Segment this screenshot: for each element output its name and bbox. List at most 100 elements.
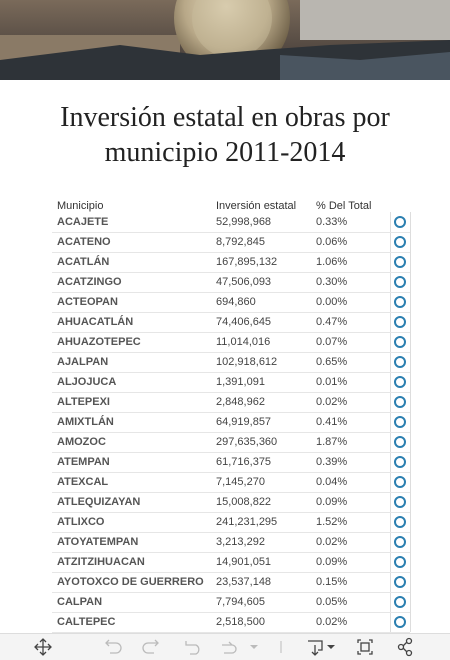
- percent-cell: 1.87%: [316, 436, 348, 448]
- select-marker[interactable]: [394, 496, 406, 508]
- table-row: AMIXTLÁN 64,919,857 0.41%: [52, 412, 410, 433]
- table-row: ATLEQUIZAYAN 15,008,822 0.09%: [52, 492, 410, 513]
- revert-button[interactable]: [185, 641, 200, 655]
- table-row: ATEXCAL 7,145,270 0.04%: [52, 472, 410, 493]
- municipio-cell: AMIXTLÁN: [57, 416, 114, 428]
- percent-cell: 0.02%: [316, 396, 348, 408]
- select-marker[interactable]: [394, 236, 406, 248]
- municipio-cell: ALTEPEXI: [57, 396, 110, 408]
- table-row: ACATENO 8,792,845 0.06%: [52, 232, 410, 253]
- select-marker[interactable]: [394, 316, 406, 328]
- investment-cell: 8,792,845: [216, 236, 265, 248]
- percent-cell: 0.33%: [316, 216, 348, 228]
- investment-cell: 1,391,091: [216, 376, 265, 388]
- municipio-cell: ATZITZIHUACAN: [57, 556, 145, 568]
- municipio-cell: AMOZOC: [57, 436, 106, 448]
- municipio-cell: AYOTOXCO DE GUERRERO: [57, 576, 204, 588]
- toolbar: [0, 633, 450, 660]
- column-header: % Del Total: [316, 200, 372, 212]
- municipio-cell: AHUAZOTEPEC: [57, 336, 141, 348]
- column-header: Inversión estatal: [216, 200, 297, 212]
- percent-cell: 0.01%: [316, 376, 348, 388]
- table-row: AYOTOXCO DE GUERRERO 23,537,148 0.15%: [52, 572, 410, 593]
- table-row: ALTEPEXI 2,848,962 0.02%: [52, 392, 410, 413]
- table-row: AMOZOC 297,635,360 1.87%: [52, 432, 410, 453]
- table-row: AHUAZOTEPEC 11,014,016 0.07%: [52, 332, 410, 353]
- download-button[interactable]: [308, 640, 335, 656]
- table-row: ACTEOPAN 694,860 0.00%: [52, 292, 410, 313]
- investment-cell: 3,213,292: [216, 536, 265, 548]
- refresh-button[interactable]: [222, 641, 258, 654]
- percent-cell: 0.06%: [316, 236, 348, 248]
- select-marker[interactable]: [394, 216, 406, 228]
- select-marker[interactable]: [394, 516, 406, 528]
- select-marker[interactable]: [394, 296, 406, 308]
- investment-cell: 23,537,148: [216, 576, 272, 588]
- column-divider: [410, 212, 411, 632]
- move-button[interactable]: [34, 638, 52, 656]
- column-header: Municipio: [57, 200, 104, 212]
- municipio-cell: CALPAN: [57, 596, 103, 608]
- select-marker[interactable]: [394, 396, 406, 408]
- select-marker[interactable]: [394, 336, 406, 348]
- percent-cell: 0.39%: [316, 456, 348, 468]
- municipio-cell: CALTEPEC: [57, 616, 116, 628]
- percent-cell: 0.07%: [316, 336, 348, 348]
- percent-cell: 0.65%: [316, 356, 348, 368]
- select-marker[interactable]: [394, 556, 406, 568]
- redo-button[interactable]: [142, 639, 159, 654]
- percent-cell: 0.05%: [316, 596, 348, 608]
- percent-cell: 0.02%: [316, 536, 348, 548]
- percent-cell: 0.04%: [316, 476, 348, 488]
- select-marker[interactable]: [394, 276, 406, 288]
- select-marker[interactable]: [394, 256, 406, 268]
- investment-cell: 7,145,270: [216, 476, 265, 488]
- percent-cell: 0.47%: [316, 316, 348, 328]
- table-row: ACATZINGO 47,506,093 0.30%: [52, 272, 410, 293]
- select-marker[interactable]: [394, 596, 406, 608]
- share-button[interactable]: [397, 637, 413, 657]
- select-marker[interactable]: [394, 536, 406, 548]
- table-row: AHUACATLÁN 74,406,645 0.47%: [52, 312, 410, 333]
- investment-cell: 102,918,612: [216, 356, 278, 368]
- select-marker[interactable]: [394, 376, 406, 388]
- percent-cell: 0.00%: [316, 296, 348, 308]
- percent-cell: 0.30%: [316, 276, 348, 288]
- select-marker[interactable]: [394, 356, 406, 368]
- header-photo: [0, 0, 450, 80]
- select-marker[interactable]: [394, 576, 406, 588]
- select-marker[interactable]: [394, 616, 406, 628]
- investment-cell: 11,014,016: [216, 336, 271, 348]
- fullscreen-button[interactable]: [357, 639, 373, 655]
- table-row: CALPAN 7,794,605 0.05%: [52, 592, 410, 613]
- select-marker[interactable]: [394, 476, 406, 488]
- investment-cell: 2,518,500: [216, 616, 265, 628]
- municipio-cell: ACATZINGO: [57, 276, 122, 288]
- percent-cell: 1.06%: [316, 256, 348, 268]
- table-row: CALTEPEC 2,518,500 0.02%: [52, 612, 410, 633]
- percent-cell: 0.02%: [316, 616, 348, 628]
- select-marker[interactable]: [394, 436, 406, 448]
- investment-cell: 297,635,360: [216, 436, 278, 448]
- column-divider: [390, 212, 391, 632]
- investment-cell: 2,848,962: [216, 396, 265, 408]
- municipio-cell: AJALPAN: [57, 356, 109, 368]
- municipio-cell: ACAJETE: [57, 216, 109, 228]
- table-row: ACAJETE 52,998,968 0.33%: [52, 212, 410, 233]
- select-marker[interactable]: [394, 456, 406, 468]
- table-row: ATZITZIHUACAN 14,901,051 0.09%: [52, 552, 410, 573]
- investment-cell: 64,919,857: [216, 416, 272, 428]
- municipio-cell: ACTEOPAN: [57, 296, 118, 308]
- percent-cell: 1.52%: [316, 516, 348, 528]
- table-row: ALJOJUCA 1,391,091 0.01%: [52, 372, 410, 393]
- municipio-cell: ATLEQUIZAYAN: [57, 496, 141, 508]
- undo-button[interactable]: [105, 639, 122, 654]
- select-marker[interactable]: [394, 416, 406, 428]
- investment-cell: 74,406,645: [216, 316, 272, 328]
- table-row: AJALPAN 102,918,612 0.65%: [52, 352, 410, 373]
- percent-cell: 0.41%: [316, 416, 348, 428]
- investment-cell: 61,716,375: [216, 456, 272, 468]
- investment-cell: 14,901,051: [216, 556, 272, 568]
- investment-cell: 52,998,968: [216, 216, 272, 228]
